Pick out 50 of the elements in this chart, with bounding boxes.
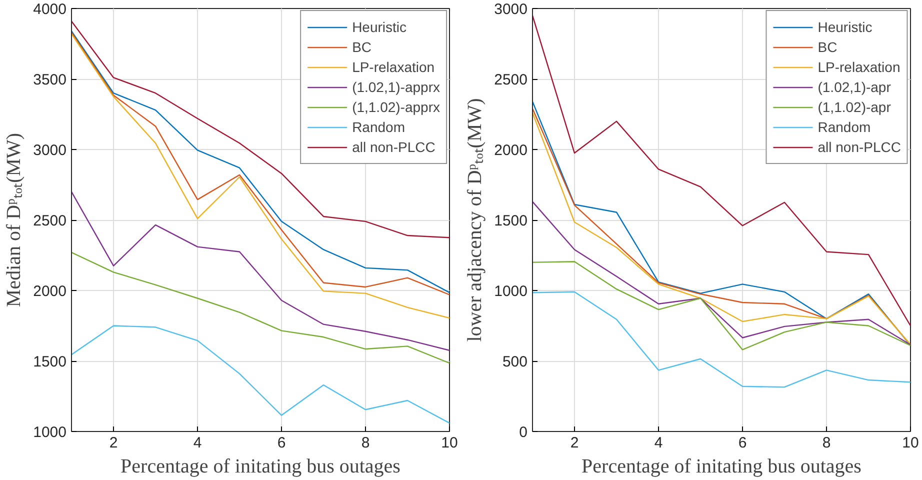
x-tick-label: 4 [193, 434, 202, 452]
legend-label: (1,1.02)-apr [818, 99, 891, 115]
legend-label: LP-relaxation [818, 59, 900, 75]
y-tick-label: 2000 [33, 283, 67, 300]
line-series [72, 325, 450, 424]
line-series [532, 260, 910, 350]
y-tick-label: 1500 [494, 212, 528, 230]
y-tick-label: 3000 [494, 1, 528, 18]
x-tick-label: 6 [277, 434, 286, 452]
x-tick-label: 4 [654, 434, 663, 452]
legend-label: (1,1.02)-apprx [352, 99, 440, 115]
legend-label: (1.02,1)-apprx [352, 79, 440, 95]
x-tick-label: 8 [822, 434, 831, 452]
legend-label: BC [352, 39, 372, 55]
line-series [532, 14, 910, 326]
x-axis-title: Percentage of initating bus outages [582, 456, 862, 478]
y-tick-label: 4000 [33, 1, 67, 18]
line-series [532, 201, 910, 346]
legend-label: Heuristic [818, 19, 872, 35]
y-axis-title: lower adjacency of Dᵖₜₒₜ(MW) [464, 98, 486, 342]
x-tick-label: 2 [570, 434, 579, 452]
y-tick-label: 2500 [33, 212, 67, 230]
y-tick-label: 2000 [494, 142, 528, 159]
x-tick-label: 8 [361, 434, 370, 452]
legend-label: Random [818, 119, 871, 135]
y-tick-label: 0 [519, 424, 528, 441]
legend-label: BC [818, 39, 838, 55]
y-tick-label: 1000 [494, 283, 528, 300]
legend-label: all non-PLCC [352, 139, 436, 155]
y-tick-label: 1000 [33, 424, 67, 441]
x-tick-label: 2 [109, 434, 118, 452]
y-tick-label: 2500 [494, 72, 528, 88]
y-tick-label: 500 [502, 354, 528, 370]
line-series [72, 252, 450, 364]
legend-label: Heuristic [352, 19, 407, 35]
x-tick-label: 10 [902, 434, 919, 452]
x-tick-label: 6 [738, 434, 747, 452]
y-tick-label: 1500 [33, 354, 67, 370]
legend-label: LP-relaxation [352, 59, 435, 75]
legend-label: all non-PLCC [818, 139, 901, 155]
legend-label: Random [352, 119, 405, 135]
line-series [72, 191, 450, 352]
y-tick-label: 3500 [33, 72, 67, 88]
x-axis-title: Percentage of initating bus outages [120, 456, 401, 478]
legend-label: (1.02,1)-apr [818, 79, 891, 95]
line-series [532, 291, 910, 388]
x-tick-label: 10 [441, 434, 458, 452]
line-series [72, 20, 450, 238]
y-tick-label: 3000 [33, 142, 67, 159]
y-axis-title: Median of Dᵖₜₒₜ(MW) [3, 132, 26, 308]
